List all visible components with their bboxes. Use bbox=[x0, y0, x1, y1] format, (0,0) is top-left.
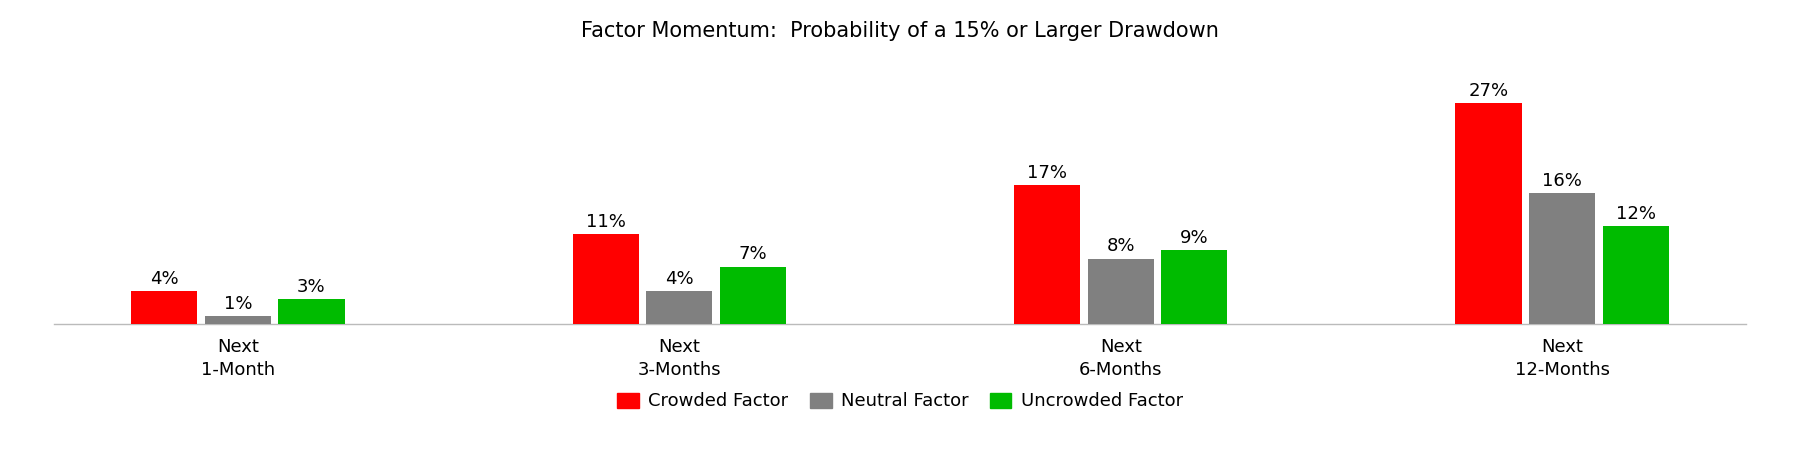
Text: 11%: 11% bbox=[585, 213, 626, 231]
Bar bbox=[279, 299, 344, 324]
Bar bbox=[720, 267, 787, 324]
Title: Factor Momentum:  Probability of a 15% or Larger Drawdown: Factor Momentum: Probability of a 15% or… bbox=[581, 21, 1219, 41]
Text: 4%: 4% bbox=[664, 270, 693, 288]
Bar bbox=[131, 291, 198, 324]
Text: 1%: 1% bbox=[223, 295, 252, 313]
Text: 16%: 16% bbox=[1543, 172, 1582, 190]
Text: 8%: 8% bbox=[1107, 237, 1136, 255]
Text: 12%: 12% bbox=[1616, 205, 1656, 223]
Bar bbox=[572, 234, 639, 324]
Bar bbox=[1161, 250, 1228, 324]
Bar bbox=[1602, 226, 1669, 324]
Bar bbox=[646, 291, 713, 324]
Legend: Crowded Factor, Neutral Factor, Uncrowded Factor: Crowded Factor, Neutral Factor, Uncrowde… bbox=[610, 385, 1190, 418]
Text: 27%: 27% bbox=[1469, 82, 1508, 100]
Text: 4%: 4% bbox=[149, 270, 178, 288]
Bar bbox=[205, 316, 272, 324]
Bar bbox=[1013, 185, 1080, 324]
Text: 17%: 17% bbox=[1028, 164, 1067, 182]
Text: 3%: 3% bbox=[297, 278, 326, 296]
Text: 9%: 9% bbox=[1181, 229, 1208, 247]
Text: 7%: 7% bbox=[738, 245, 767, 263]
Bar bbox=[1456, 103, 1521, 324]
Bar bbox=[1528, 193, 1595, 324]
Bar bbox=[1087, 259, 1154, 324]
